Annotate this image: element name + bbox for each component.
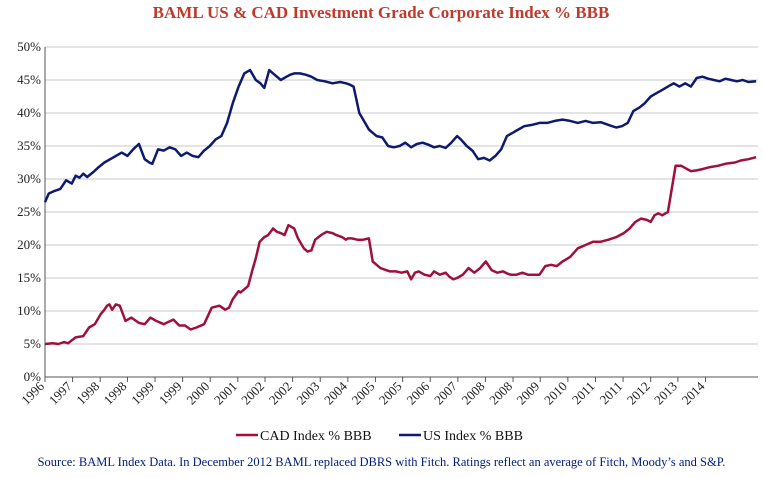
series-line-cad <box>44 155 757 346</box>
x-tick-label: 1998 <box>73 379 102 408</box>
chart-title: BAML US & CAD Investment Grade Corporate… <box>153 3 610 22</box>
axes <box>44 47 758 382</box>
series-line-us <box>43 68 757 203</box>
x-tick-label: 2008 <box>486 379 515 408</box>
source-note: Source: BAML Index Data. In December 201… <box>37 455 726 469</box>
x-tick-label: 2013 <box>651 379 680 408</box>
x-tick-label: 2009 <box>513 379 542 408</box>
x-tick-label: 2010 <box>541 379 570 408</box>
x-tick-label: 2012 <box>624 379 653 408</box>
legend: CAD Index % BBB US Index % BBB <box>236 429 523 444</box>
y-tick-label: 20% <box>17 237 41 252</box>
x-tick-label: 2005 <box>349 379 378 408</box>
x-tick-label: 1997 <box>46 378 75 407</box>
legend-label-us: US Index % BBB <box>423 429 523 444</box>
x-tick-label: 2002 <box>238 379 267 408</box>
x-tick-label: 2011 <box>597 379 626 408</box>
x-tick-label: 2008 <box>459 379 488 408</box>
x-tick-label: 2014 <box>679 378 708 407</box>
y-tick-labels: 0% 5% 10% 15% 20% 25% 30% 35% 40% 45% 50% <box>17 39 41 384</box>
x-tick-label: 2004 <box>321 378 350 407</box>
x-tick-label: 1999 <box>156 379 185 408</box>
x-tick-label: 1998 <box>101 379 130 408</box>
x-tick-label: 2011 <box>569 379 598 408</box>
y-tick-label: 40% <box>17 105 41 120</box>
x-tick-label: 1999 <box>128 379 157 408</box>
x-tick-label: 2001 <box>211 379 240 408</box>
y-tick-label: 5% <box>24 336 42 351</box>
y-tick-label: 50% <box>17 39 41 54</box>
y-tick-label: 30% <box>17 171 41 186</box>
y-tick-label: 15% <box>17 270 41 285</box>
y-tick-label: 35% <box>17 138 41 153</box>
legend-label-cad: CAD Index % BBB <box>260 429 372 444</box>
x-tick-label: 2005 <box>376 379 405 408</box>
x-tick-labels: 1996199719981998199919992000200120022002… <box>18 378 708 407</box>
x-tick-label: 2006 <box>403 378 432 407</box>
y-tick-label: 10% <box>17 303 41 318</box>
x-tick-label: 2000 <box>183 379 212 408</box>
gridlines <box>45 46 758 345</box>
x-tick-label: 2003 <box>293 379 322 408</box>
y-tick-label: 25% <box>17 204 41 219</box>
y-tick-label: 0% <box>24 369 42 384</box>
x-tick-label: 1996 <box>18 378 47 407</box>
x-tick-label: 2002 <box>266 379 295 408</box>
series-lines <box>43 68 757 346</box>
y-tick-label: 45% <box>17 72 41 87</box>
x-tick-label: 2007 <box>431 378 460 407</box>
